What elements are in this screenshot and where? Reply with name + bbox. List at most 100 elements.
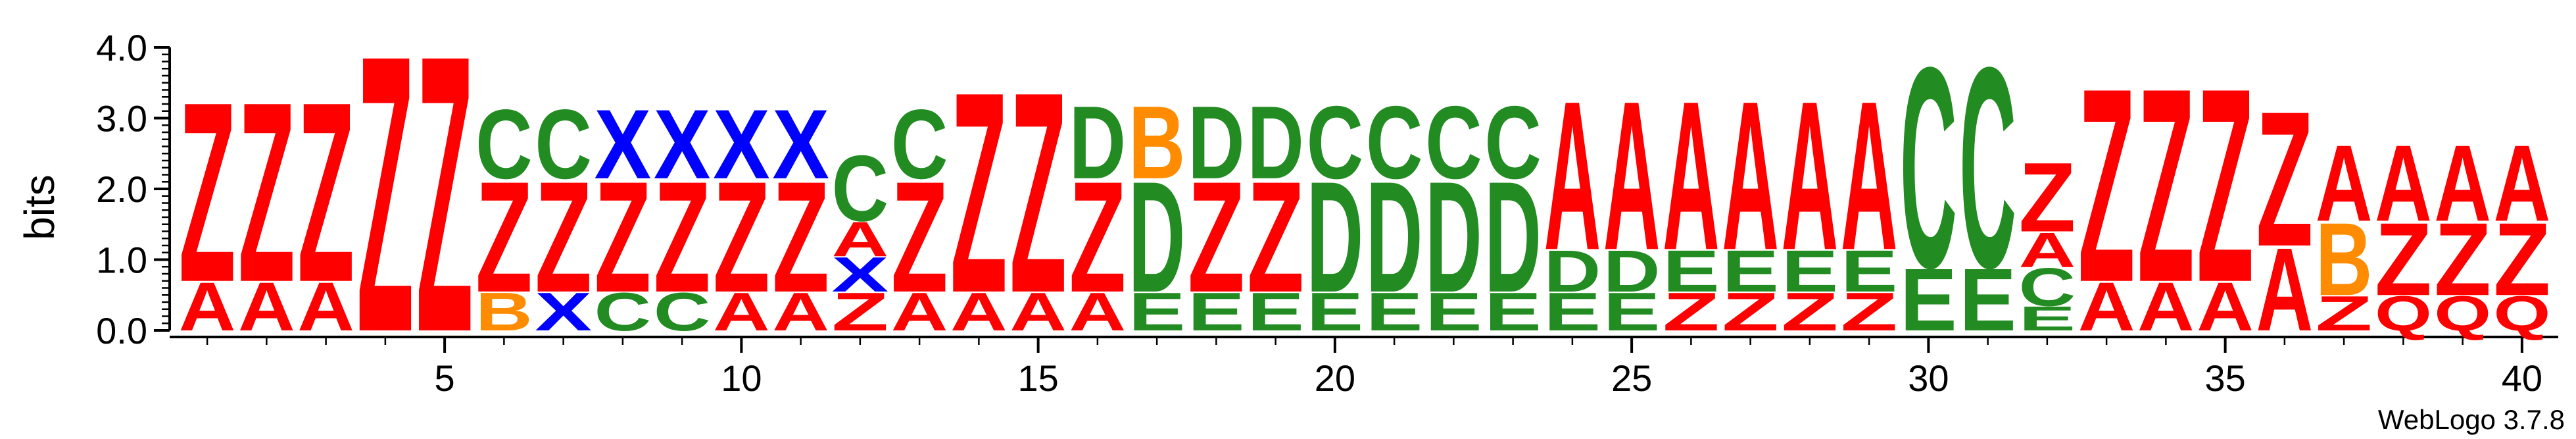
- logo-letter: E: [1307, 282, 1364, 343]
- weblogo-version-label: WebLogo 3.7.8: [2378, 404, 2565, 435]
- logo-letter: E: [1544, 282, 1601, 343]
- logo-letter: Z: [595, 148, 652, 325]
- logo-letter: Z: [357, 0, 414, 415]
- logo-letter: Z: [179, 49, 236, 336]
- logo-letter: A: [1782, 57, 1839, 295]
- logo-letter: Z: [2494, 201, 2551, 317]
- logo-letter: E: [1841, 238, 1898, 304]
- logo-letter: C: [1307, 84, 1364, 201]
- logo-letter: A: [1069, 281, 1127, 342]
- logo-letter: X: [832, 247, 889, 303]
- logo-letter: A: [2078, 268, 2135, 345]
- logo-letter: C: [1484, 84, 1542, 201]
- logo-letter: Z: [1188, 148, 1245, 325]
- logo-letter: A: [1544, 57, 1601, 295]
- logo-letter: A: [1009, 281, 1067, 342]
- logo-letter: D: [1425, 149, 1482, 326]
- logo-letter: Z: [2375, 201, 2432, 317]
- logo-letter: A: [2375, 122, 2432, 244]
- logo-letter: A: [2137, 268, 2195, 345]
- logo-letter: D: [1484, 149, 1542, 326]
- logo-letter: E: [1129, 282, 1186, 343]
- logo-letter: A: [1841, 57, 1898, 295]
- logo-letter: Z: [238, 49, 295, 336]
- logo-letter: Z: [2434, 201, 2491, 317]
- y-tick-label: 0.0: [96, 310, 147, 351]
- logo-letter: B: [475, 281, 533, 342]
- logo-letter: Q: [2494, 286, 2551, 342]
- logo-letter: D: [1603, 238, 1661, 304]
- logo-letter: E: [1425, 282, 1482, 343]
- logo-letter: Z: [1782, 281, 1839, 342]
- y-tick-label: 4.0: [96, 27, 147, 68]
- logo-letter: A: [2494, 122, 2551, 244]
- logo-letter: D: [1247, 84, 1304, 201]
- logo-letter: C: [1959, 7, 2016, 328]
- logo-letter: E: [1188, 282, 1245, 343]
- y-tick-label: 1.0: [96, 240, 147, 281]
- logo-letter: Z: [475, 148, 533, 325]
- logo-letter: A: [772, 281, 829, 342]
- logo-letter: C: [1366, 84, 1423, 201]
- logo-letter: Z: [2078, 32, 2135, 340]
- logo-letter: C: [2019, 257, 2076, 317]
- logo-letter: X: [772, 89, 829, 199]
- logo-letter: X: [535, 282, 592, 343]
- logo-letter: Z: [1009, 32, 1067, 353]
- logo-letter: D: [1069, 84, 1127, 201]
- y-tick-label: 3.0: [96, 98, 147, 140]
- logo-letter: A: [297, 268, 354, 345]
- logo-letter: A: [950, 281, 1008, 342]
- logo-letter: E: [1247, 282, 1304, 343]
- logo-letter: C: [595, 281, 652, 342]
- logo-letter: Z: [654, 148, 711, 325]
- x-tick-label: 20: [1315, 357, 1355, 399]
- logo-letter: A: [2316, 122, 2373, 244]
- logo-letter: E: [1722, 238, 1779, 304]
- logo-letter: Z: [2316, 286, 2373, 342]
- x-tick-label: 15: [1017, 357, 1058, 399]
- logo-letter: D: [1544, 238, 1601, 304]
- logo-letter: E: [1663, 238, 1720, 304]
- logo-letter: A: [2256, 224, 2314, 356]
- logo-letter: A: [1603, 57, 1661, 295]
- logo-letter: C: [535, 89, 592, 199]
- logo-letter: A: [1722, 57, 1779, 295]
- logo-letter: Z: [2019, 142, 2076, 253]
- logo-letter: Z: [297, 49, 354, 336]
- logo-letter: A: [2434, 122, 2491, 244]
- y-tick-label: 2.0: [96, 168, 147, 210]
- logo-letter: Z: [772, 148, 829, 325]
- logo-letter: D: [1366, 149, 1423, 326]
- logo-letter: Z: [1663, 281, 1720, 342]
- logo-letter: A: [891, 281, 948, 342]
- logo-letter: E: [2019, 299, 2076, 338]
- logo-letter: A: [1663, 57, 1720, 295]
- y-axis: 0.0 1.0 2.0 3.0 4.0: [96, 27, 171, 351]
- logo-letter: Z: [535, 148, 592, 325]
- y-axis-label: bits: [16, 174, 63, 240]
- logo-letter: E: [1366, 282, 1423, 343]
- x-tick-label: 35: [2204, 357, 2245, 399]
- logo-letter: A: [713, 281, 770, 342]
- logo-letter: X: [595, 89, 652, 199]
- logo-letter: A: [832, 212, 889, 267]
- logo-letter: A: [179, 268, 236, 345]
- x-tick-label: 25: [1611, 357, 1652, 399]
- logo-letter: A: [2197, 268, 2254, 345]
- logo-letter: C: [891, 89, 948, 199]
- logo-letter: D: [1188, 84, 1245, 201]
- x-tick-label: 10: [721, 357, 762, 399]
- logo-letter: Q: [2375, 286, 2432, 342]
- logo-letter: C: [475, 89, 533, 199]
- logo-letter: Z: [416, 0, 474, 415]
- logo-letter: E: [1900, 251, 1957, 350]
- logo-letter: Z: [1722, 281, 1779, 342]
- logo-letter: Z: [1841, 281, 1898, 342]
- logo-letter: Z: [2197, 32, 2254, 340]
- logo-letter: Z: [832, 281, 889, 342]
- logo-letter: C: [832, 136, 889, 241]
- x-tick-label: 5: [435, 357, 455, 399]
